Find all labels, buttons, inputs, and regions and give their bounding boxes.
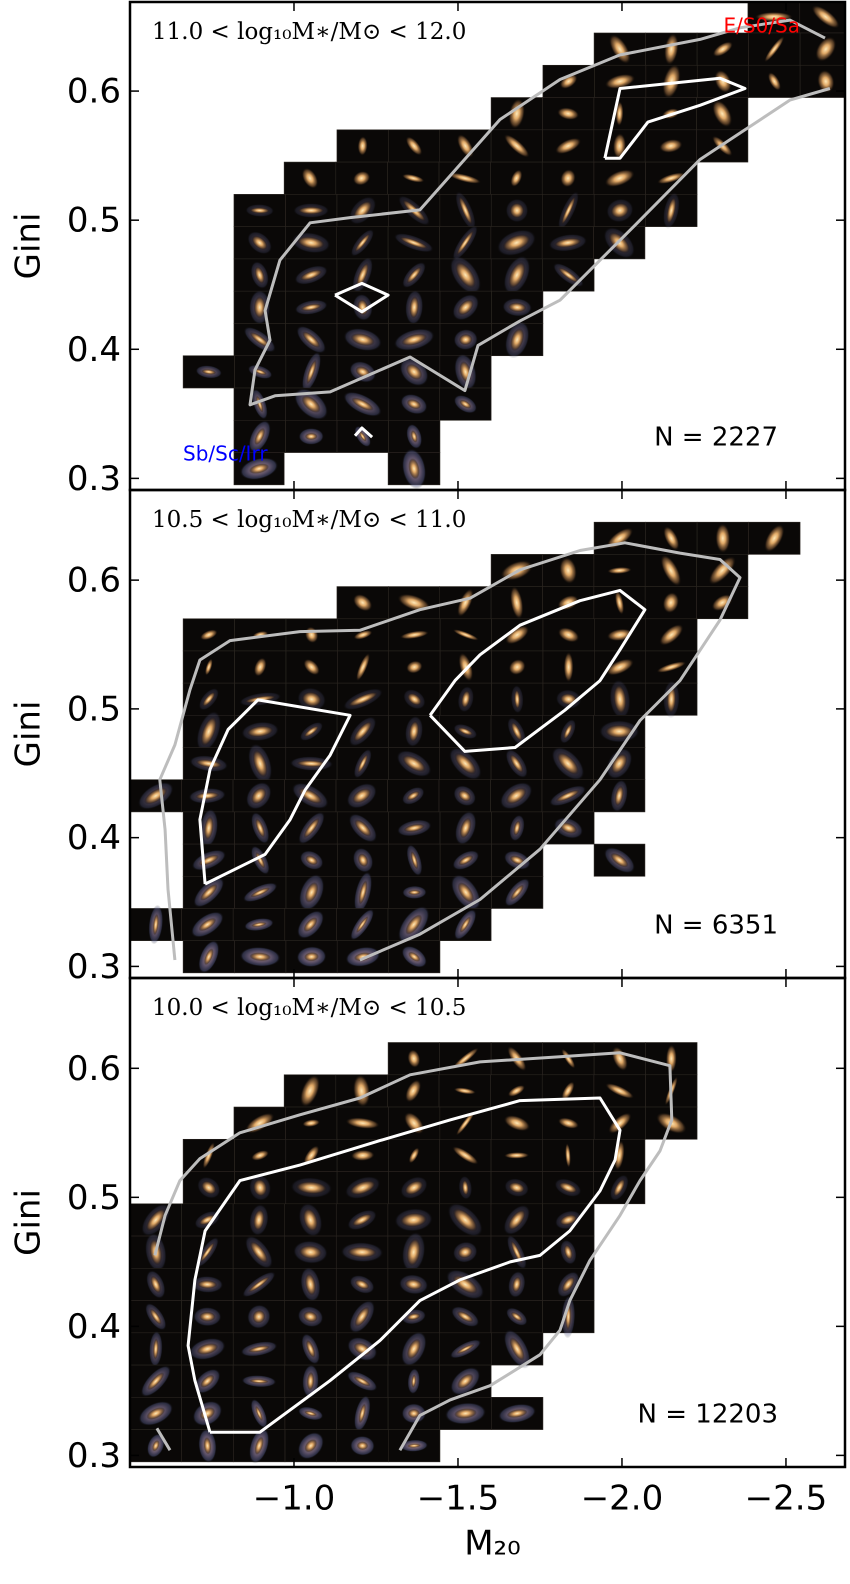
panel: 0.3 0.4 0.5 0.6 Gini 11.0 < log₁₀M∗/M⊙ < 12.0… [9,1,850,499]
y-tick-label: 0.4 [67,330,121,370]
y-axis-label: Gini [9,213,49,280]
panel-annotation: 10.5 < log₁₀M∗/M⊙ < 11.0 [152,507,466,533]
x-tick-label: −2.0 [581,1479,664,1519]
y-axis-label: Gini [9,701,49,768]
count-label: N = 2227 [654,423,778,453]
plot-area [130,1043,697,1466]
panel: 0.3 0.4 0.5 0.6 −1.0 −1.5 −2.0 −2.5 M₂₀ Gini 10.0 … [9,978,846,1564]
y-tick-label: 0.3 [67,1436,121,1476]
y-tick-label: 0.6 [67,1049,121,1089]
galaxy-core [564,652,574,683]
x-tick-label: −1.5 [417,1479,500,1519]
y-tick-label: 0.3 [67,459,121,499]
plot-area [183,1,850,491]
galaxy-core [254,296,266,318]
y-tick-label: 0.3 [67,947,121,987]
class-label: Sb/Sc/Irr [183,442,268,466]
count-label: N = 12203 [638,1400,778,1430]
x-tick-label: −1.0 [253,1479,336,1519]
class-label: E/S0/Sa [724,14,800,38]
plot-area [130,521,800,977]
y-tick-label: 0.4 [67,818,121,858]
galaxy-core [298,207,324,215]
panel-annotation: 11.0 < log₁₀M∗/M⊙ < 12.0 [152,19,466,45]
y-tick-label: 0.5 [67,689,121,729]
y-tick-label: 0.4 [67,1307,121,1347]
y-axis-label: Gini [9,1189,49,1256]
x-axis-label: M₂₀ [464,1524,521,1564]
count-label: N = 6351 [654,911,778,941]
x-tick-label: −2.5 [745,1479,828,1519]
panel: 0.3 0.4 0.5 0.6 Gini 10.5 < log₁₀M∗/M⊙ < 11.0… [9,490,846,987]
y-tick-label: 0.5 [67,201,121,241]
y-tick-label: 0.6 [67,561,121,601]
y-tick-label: 0.6 [67,72,121,112]
y-tick-label: 0.5 [67,1178,121,1218]
panel-annotation: 10.0 < log₁₀M∗/M⊙ < 10.5 [152,995,466,1021]
